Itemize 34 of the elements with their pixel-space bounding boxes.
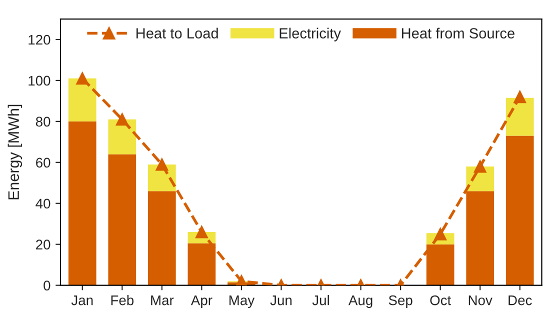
- x-tick-label: Jul: [312, 295, 329, 306]
- point: [156, 158, 168, 171]
- bar: [108, 154, 136, 286]
- y-tick-label: 100: [28, 76, 50, 86]
- y-tick-label: 80: [36, 116, 50, 127]
- y-tick-label: 120: [28, 34, 50, 45]
- x-tick-label: Apr: [190, 296, 212, 308]
- x-tick-label: May: [229, 296, 255, 308]
- x-tick-label: Sep: [388, 295, 412, 308]
- y-axis-title: Energy [MWh]: [8, 104, 22, 200]
- y-tick-label: 20: [36, 240, 50, 250]
- point: [514, 90, 526, 104]
- point: [474, 160, 486, 173]
- bar: [68, 78, 96, 122]
- legend-label: Electricity: [280, 28, 341, 42]
- legend-label: Heat to Load: [136, 28, 218, 38]
- point: [116, 113, 128, 126]
- x-tick-label: Feb: [111, 295, 134, 306]
- y-tick-label: 40: [36, 198, 50, 209]
- y-tick-label: 0: [44, 280, 50, 290]
- x-tick-label: Dec: [508, 296, 532, 306]
- bar: [68, 121, 96, 286]
- y-tick-label: 60: [36, 158, 50, 168]
- x-tick-label: Jun: [270, 296, 292, 306]
- x-tick-label: Nov: [468, 296, 492, 306]
- x-tick-label: Aug: [348, 296, 372, 308]
- x-tick-label: Jan: [71, 296, 93, 306]
- x-tick-label: Oct: [430, 295, 452, 306]
- bar: [108, 119, 136, 154]
- x-tick-label: Mar: [151, 296, 174, 306]
- bar: [506, 98, 534, 136]
- point: [76, 72, 89, 85]
- bar: [506, 136, 534, 286]
- legend-label: Heat from Source: [402, 28, 514, 38]
